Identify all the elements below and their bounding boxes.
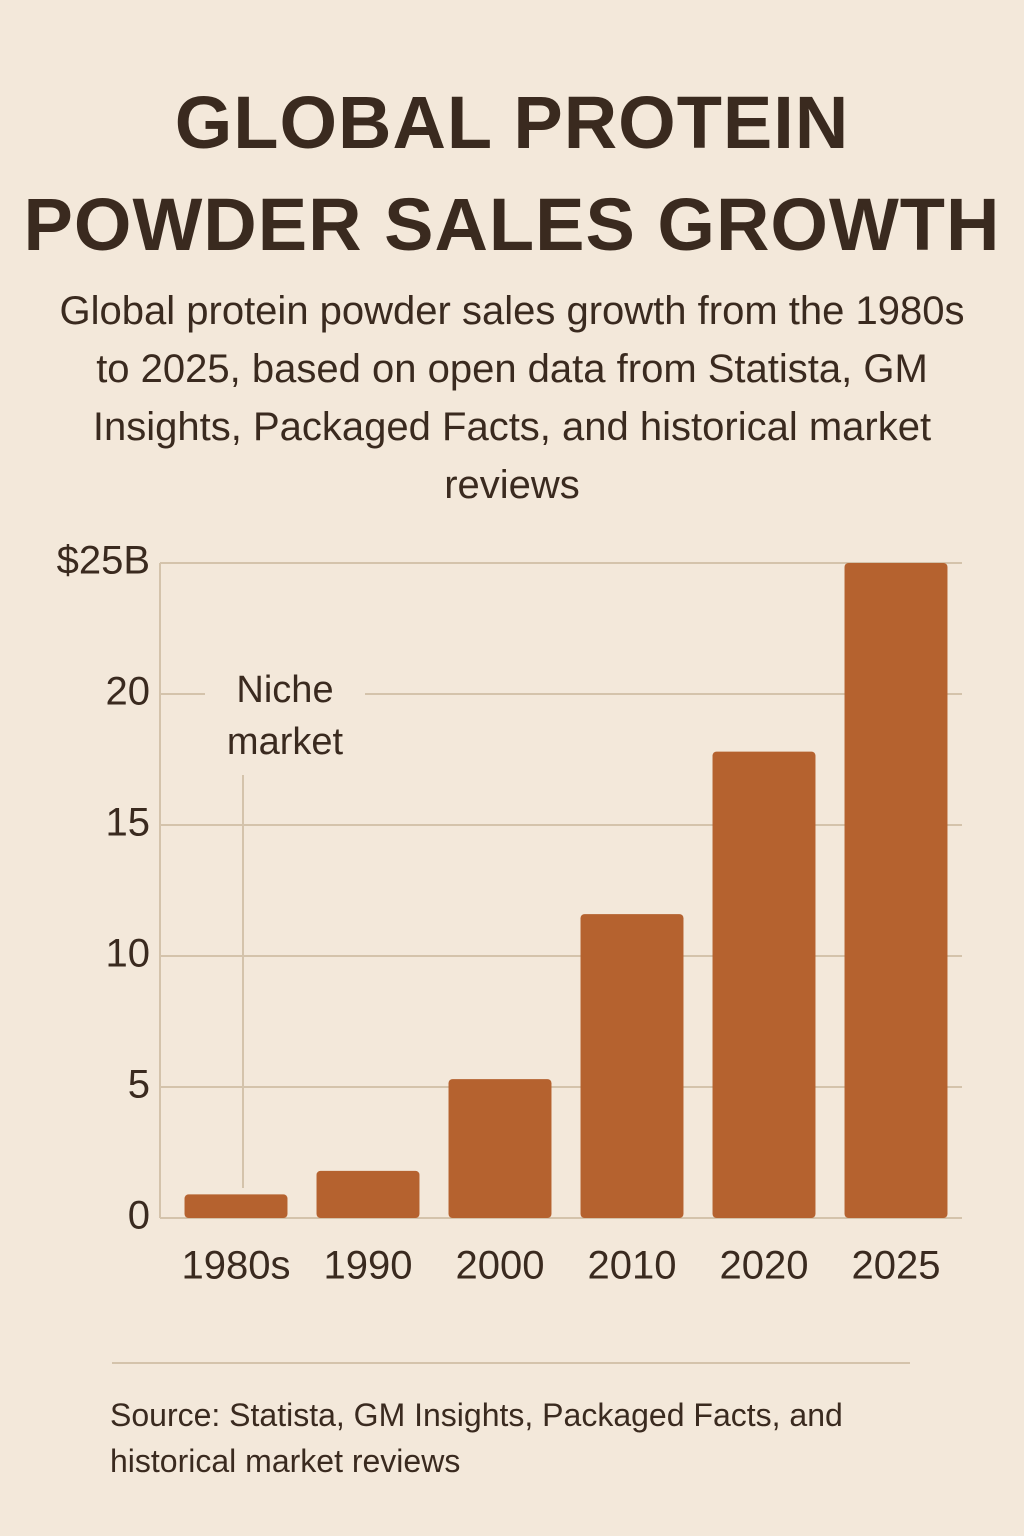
bar (184, 1194, 288, 1218)
annotation: Niche market (205, 664, 365, 768)
y-tick-label: 10 (106, 932, 151, 976)
chart-subtitle: Global protein powder sales growth from … (59, 289, 965, 507)
y-tick-label: 0 (128, 1194, 150, 1238)
x-tick-label: 2025 (852, 1244, 941, 1288)
x-tick-label: 2010 (588, 1244, 677, 1288)
x-tick-label: 2000 (456, 1244, 545, 1288)
bar (580, 914, 684, 1218)
bar (316, 1170, 420, 1218)
x-tick-label: 1980s (182, 1244, 291, 1288)
x-tick-label: 2020 (720, 1244, 809, 1288)
y-tick-label: $25B (57, 539, 150, 583)
y-tick-label: 15 (106, 801, 151, 845)
chart-title: GLOBAL PROTEIN POWDER SALES GROWTH (23, 81, 1001, 266)
bar (448, 1079, 552, 1218)
bar (712, 751, 816, 1218)
source-note: Source: Statista, GM Insights, Packaged … (110, 1397, 843, 1479)
y-tick-label: 5 (128, 1063, 150, 1107)
bar (844, 563, 948, 1218)
x-tick-label: 1990 (324, 1244, 413, 1288)
y-tick-label: 20 (106, 670, 151, 714)
